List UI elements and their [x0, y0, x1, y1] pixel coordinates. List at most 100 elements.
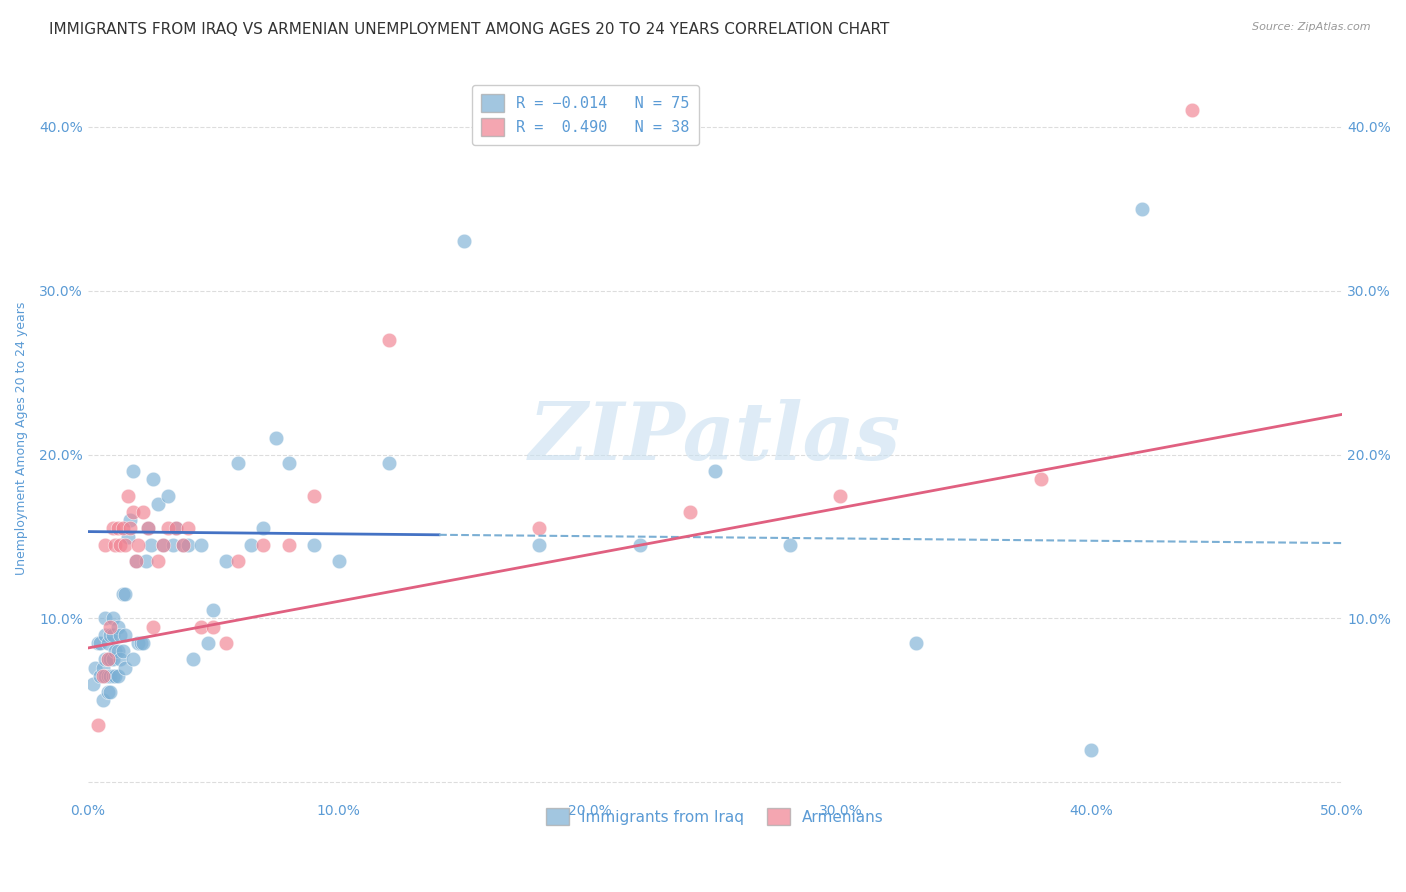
Point [1181, 103, 1204, 118]
Point [135, 554, 157, 568]
Point [529, 521, 551, 535]
Point [100, 685, 122, 699]
Point [117, 489, 139, 503]
Point [107, 521, 129, 535]
Point [97, 685, 120, 699]
Point [529, 538, 551, 552]
Point [124, 554, 146, 568]
Point [101, 652, 124, 666]
Point [264, 431, 287, 445]
Point [157, 489, 180, 503]
Point [100, 628, 122, 642]
Point [107, 669, 129, 683]
Point [91, 661, 114, 675]
Point [142, 620, 165, 634]
Point [146, 554, 169, 568]
Point [89, 636, 111, 650]
Point [779, 538, 801, 552]
Point [228, 456, 250, 470]
Point [378, 456, 401, 470]
Point [215, 636, 238, 650]
Point [132, 636, 155, 650]
Point [94, 538, 117, 552]
Point [1031, 472, 1053, 486]
Point [142, 472, 165, 486]
Point [107, 620, 129, 634]
Point [202, 603, 225, 617]
Point [87, 636, 110, 650]
Point [101, 611, 124, 625]
Point [177, 538, 200, 552]
Point [132, 505, 155, 519]
Point [114, 661, 136, 675]
Point [127, 636, 149, 650]
Point [114, 587, 136, 601]
Point [129, 636, 152, 650]
Point [157, 521, 180, 535]
Point [104, 538, 127, 552]
Point [120, 513, 142, 527]
Point [100, 652, 122, 666]
Point [101, 669, 124, 683]
Point [117, 529, 139, 543]
Point [202, 620, 225, 634]
Point [122, 464, 145, 478]
Point [101, 521, 124, 535]
Text: IMMIGRANTS FROM IRAQ VS ARMENIAN UNEMPLOYMENT AMONG AGES 20 TO 24 YEARS CORRELAT: IMMIGRANTS FROM IRAQ VS ARMENIAN UNEMPLO… [49, 22, 890, 37]
Point [228, 554, 250, 568]
Point [107, 644, 129, 658]
Y-axis label: Unemployment Among Ages 20 to 24 years: Unemployment Among Ages 20 to 24 years [15, 301, 28, 574]
Point [94, 652, 117, 666]
Point [111, 644, 134, 658]
Point [215, 554, 238, 568]
Point [1080, 742, 1102, 756]
Point [165, 521, 187, 535]
Point [1130, 202, 1153, 216]
Point [146, 497, 169, 511]
Point [139, 538, 162, 552]
Text: Source: ZipAtlas.com: Source: ZipAtlas.com [1253, 22, 1371, 32]
Point [197, 636, 219, 650]
Point [239, 538, 262, 552]
Point [91, 669, 114, 683]
Point [94, 669, 117, 683]
Point [101, 628, 124, 642]
Point [378, 333, 401, 347]
Point [114, 538, 136, 552]
Point [94, 611, 117, 625]
Point [104, 644, 127, 658]
Point [94, 628, 117, 642]
Point [84, 661, 107, 675]
Point [100, 620, 122, 634]
Point [110, 652, 132, 666]
Point [152, 538, 174, 552]
Point [190, 620, 212, 634]
Point [628, 538, 651, 552]
Point [100, 669, 122, 683]
Point [277, 456, 299, 470]
Point [302, 538, 325, 552]
Point [114, 628, 136, 642]
Point [127, 538, 149, 552]
Point [252, 521, 274, 535]
Point [181, 652, 204, 666]
Point [172, 538, 194, 552]
Point [136, 521, 159, 535]
Point [190, 538, 212, 552]
Point [89, 669, 111, 683]
Point [162, 538, 184, 552]
Point [252, 538, 274, 552]
Text: ZIPatlas: ZIPatlas [529, 400, 901, 477]
Point [136, 521, 159, 535]
Point [97, 636, 120, 650]
Legend: Immigrants from Iraq, Armenians: Immigrants from Iraq, Armenians [537, 798, 893, 835]
Point [122, 505, 145, 519]
Point [830, 489, 852, 503]
Point [122, 652, 145, 666]
Point [904, 636, 927, 650]
Point [97, 669, 120, 683]
Point [277, 538, 299, 552]
Point [302, 489, 325, 503]
Point [91, 693, 114, 707]
Point [152, 538, 174, 552]
